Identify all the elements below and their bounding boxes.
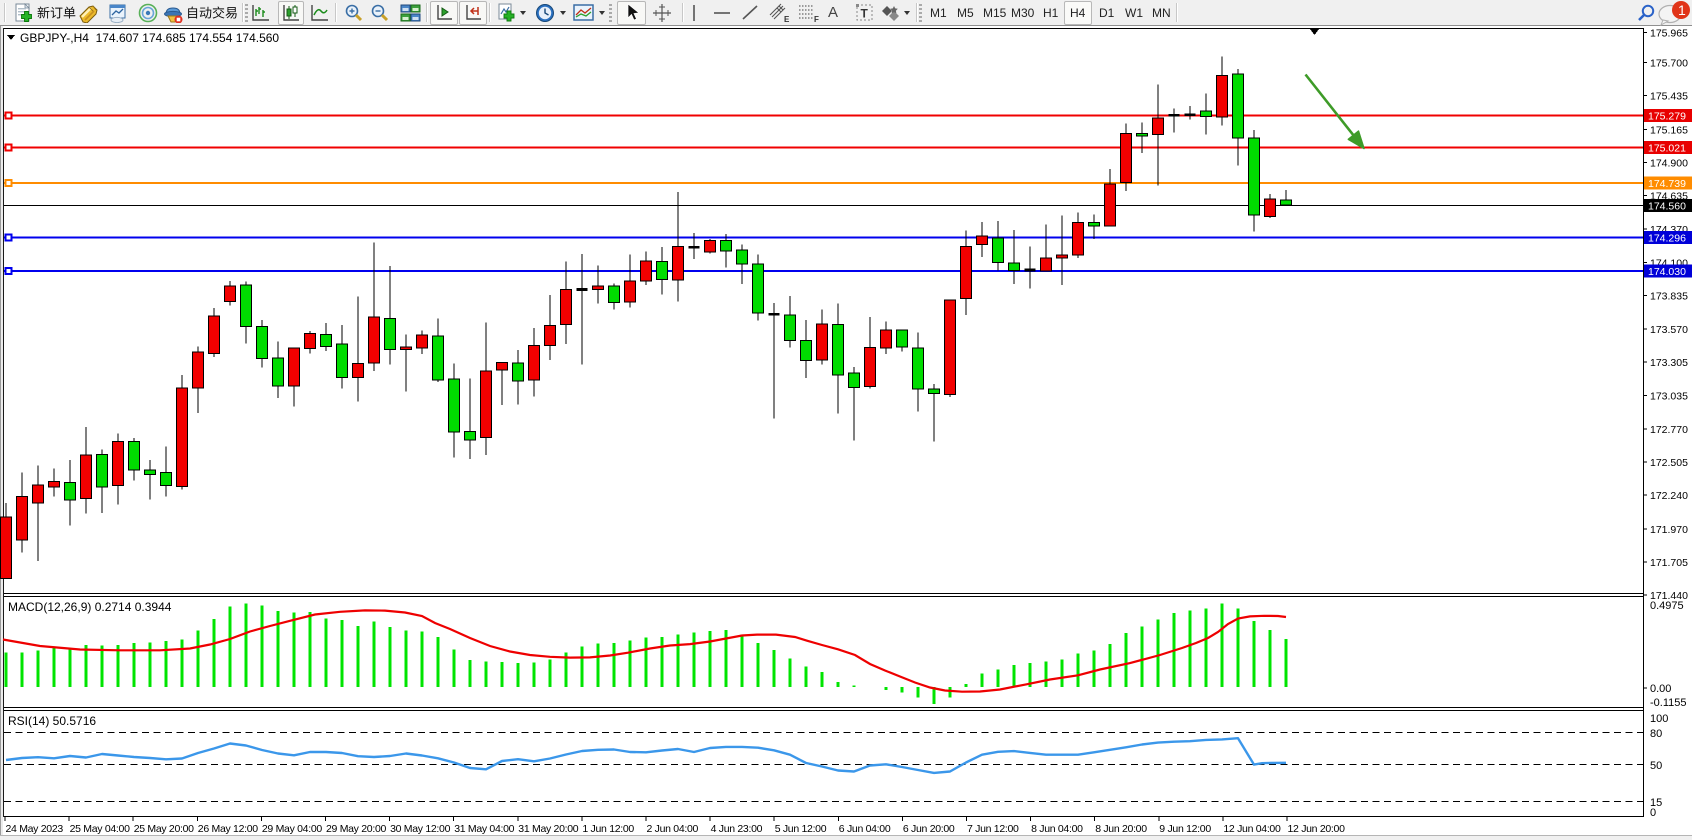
svg-text:29 May 20:00: 29 May 20:00 [326,823,386,835]
svg-text:2 Jun 04:00: 2 Jun 04:00 [647,823,699,835]
svg-text:6 Jun 04:00: 6 Jun 04:00 [839,823,891,835]
svg-text:24 May 2023: 24 May 2023 [6,823,64,835]
svg-text:30 May 12:00: 30 May 12:00 [390,823,450,835]
svg-text:175.021: 175.021 [1648,143,1686,155]
svg-text:172.505: 172.505 [1650,457,1688,469]
svg-text:174.296: 174.296 [1648,232,1686,244]
svg-text:GBPJPY-,H4 174.607 174.685 17: GBPJPY-,H4 174.607 174.685 174.554 174.5… [20,31,279,45]
svg-text:0: 0 [1650,807,1656,819]
svg-text:80: 80 [1650,728,1662,740]
svg-text:12 Jun 04:00: 12 Jun 04:00 [1223,823,1281,835]
svg-text:25 May 04:00: 25 May 04:00 [70,823,130,835]
svg-text:31 May 20:00: 31 May 20:00 [518,823,578,835]
svg-text:6 Jun 20:00: 6 Jun 20:00 [903,823,955,835]
svg-text:25 May 20:00: 25 May 20:00 [134,823,194,835]
svg-text:171.705: 171.705 [1650,557,1688,569]
svg-text:173.835: 173.835 [1650,291,1688,303]
svg-text:175.165: 175.165 [1650,124,1688,136]
svg-text:15: 15 [1650,797,1662,809]
svg-text:MACD(12,26,9) 0.2714 0.3944: MACD(12,26,9) 0.2714 0.3944 [8,600,172,614]
svg-text:4 Jun 23:00: 4 Jun 23:00 [711,823,763,835]
svg-text:31 May 04:00: 31 May 04:00 [454,823,514,835]
svg-text:8 Jun 04:00: 8 Jun 04:00 [1031,823,1083,835]
svg-text:172.770: 172.770 [1650,424,1688,436]
svg-text:174.900: 174.900 [1650,158,1688,170]
svg-text:5 Jun 12:00: 5 Jun 12:00 [775,823,827,835]
svg-text:8 Jun 20:00: 8 Jun 20:00 [1095,823,1147,835]
svg-text:175.965: 175.965 [1650,28,1688,40]
svg-text:T: T [861,7,869,21]
svg-text:174.030: 174.030 [1648,266,1686,278]
svg-text:-0.1155: -0.1155 [1650,697,1687,709]
svg-text:174.739: 174.739 [1648,178,1686,190]
svg-text:175.279: 175.279 [1648,110,1686,122]
svg-text:RSI(14) 50.5716: RSI(14) 50.5716 [8,714,96,728]
svg-text:12 Jun 20:00: 12 Jun 20:00 [1288,823,1346,835]
svg-text:1 Jun 12:00: 1 Jun 12:00 [582,823,634,835]
svg-text:171.440: 171.440 [1650,590,1688,602]
svg-text:175.435: 175.435 [1650,91,1688,103]
svg-text:171.970: 171.970 [1650,524,1688,536]
svg-text:9 Jun 12:00: 9 Jun 12:00 [1159,823,1211,835]
svg-text:100: 100 [1650,713,1668,725]
svg-text:26 May 12:00: 26 May 12:00 [198,823,258,835]
svg-text:E: E [784,15,790,24]
svg-text:173.035: 173.035 [1650,391,1688,403]
svg-text:174.560: 174.560 [1648,200,1686,212]
svg-text:7 Jun 12:00: 7 Jun 12:00 [967,823,1019,835]
svg-text:0.4975: 0.4975 [1650,600,1684,612]
svg-text:172.240: 172.240 [1650,490,1688,502]
svg-text:1: 1 [1678,2,1686,18]
svg-text:0.00: 0.00 [1650,683,1671,695]
svg-text:29 May 04:00: 29 May 04:00 [262,823,322,835]
svg-text:50: 50 [1650,760,1662,772]
svg-text:173.570: 173.570 [1650,324,1688,336]
svg-text:F: F [814,15,819,24]
svg-text:173.305: 173.305 [1650,357,1688,369]
svg-text:175.700: 175.700 [1650,58,1688,70]
